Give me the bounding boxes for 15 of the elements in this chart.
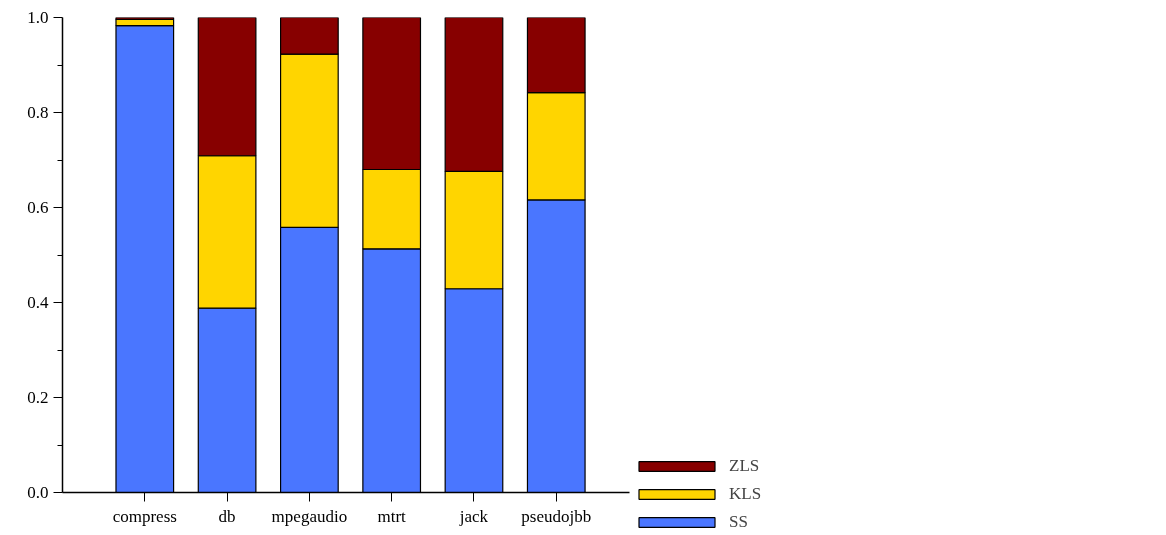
x-tick-label: mpegaudio — [271, 506, 348, 526]
x-tick-label: db — [218, 506, 236, 526]
y-tick-label: 1.0 — [27, 8, 49, 27]
y-tick-label: 0.0 — [27, 483, 49, 502]
y-tick-label: 0.6 — [27, 198, 49, 217]
legend-label: ZLS — [729, 456, 760, 476]
x-tick-label: pseudojbb — [521, 506, 592, 526]
x-tick-label: jack — [458, 506, 489, 526]
x-tick-label: compress — [112, 506, 177, 526]
y-tick-label: 0.8 — [27, 103, 49, 122]
x-tick-label: mtrt — [377, 506, 407, 526]
y-tick-label: 0.2 — [27, 388, 49, 407]
legend-label: SS — [729, 512, 749, 532]
y-tick-label: 0.4 — [27, 293, 49, 312]
legend-label: KLS — [729, 484, 762, 504]
